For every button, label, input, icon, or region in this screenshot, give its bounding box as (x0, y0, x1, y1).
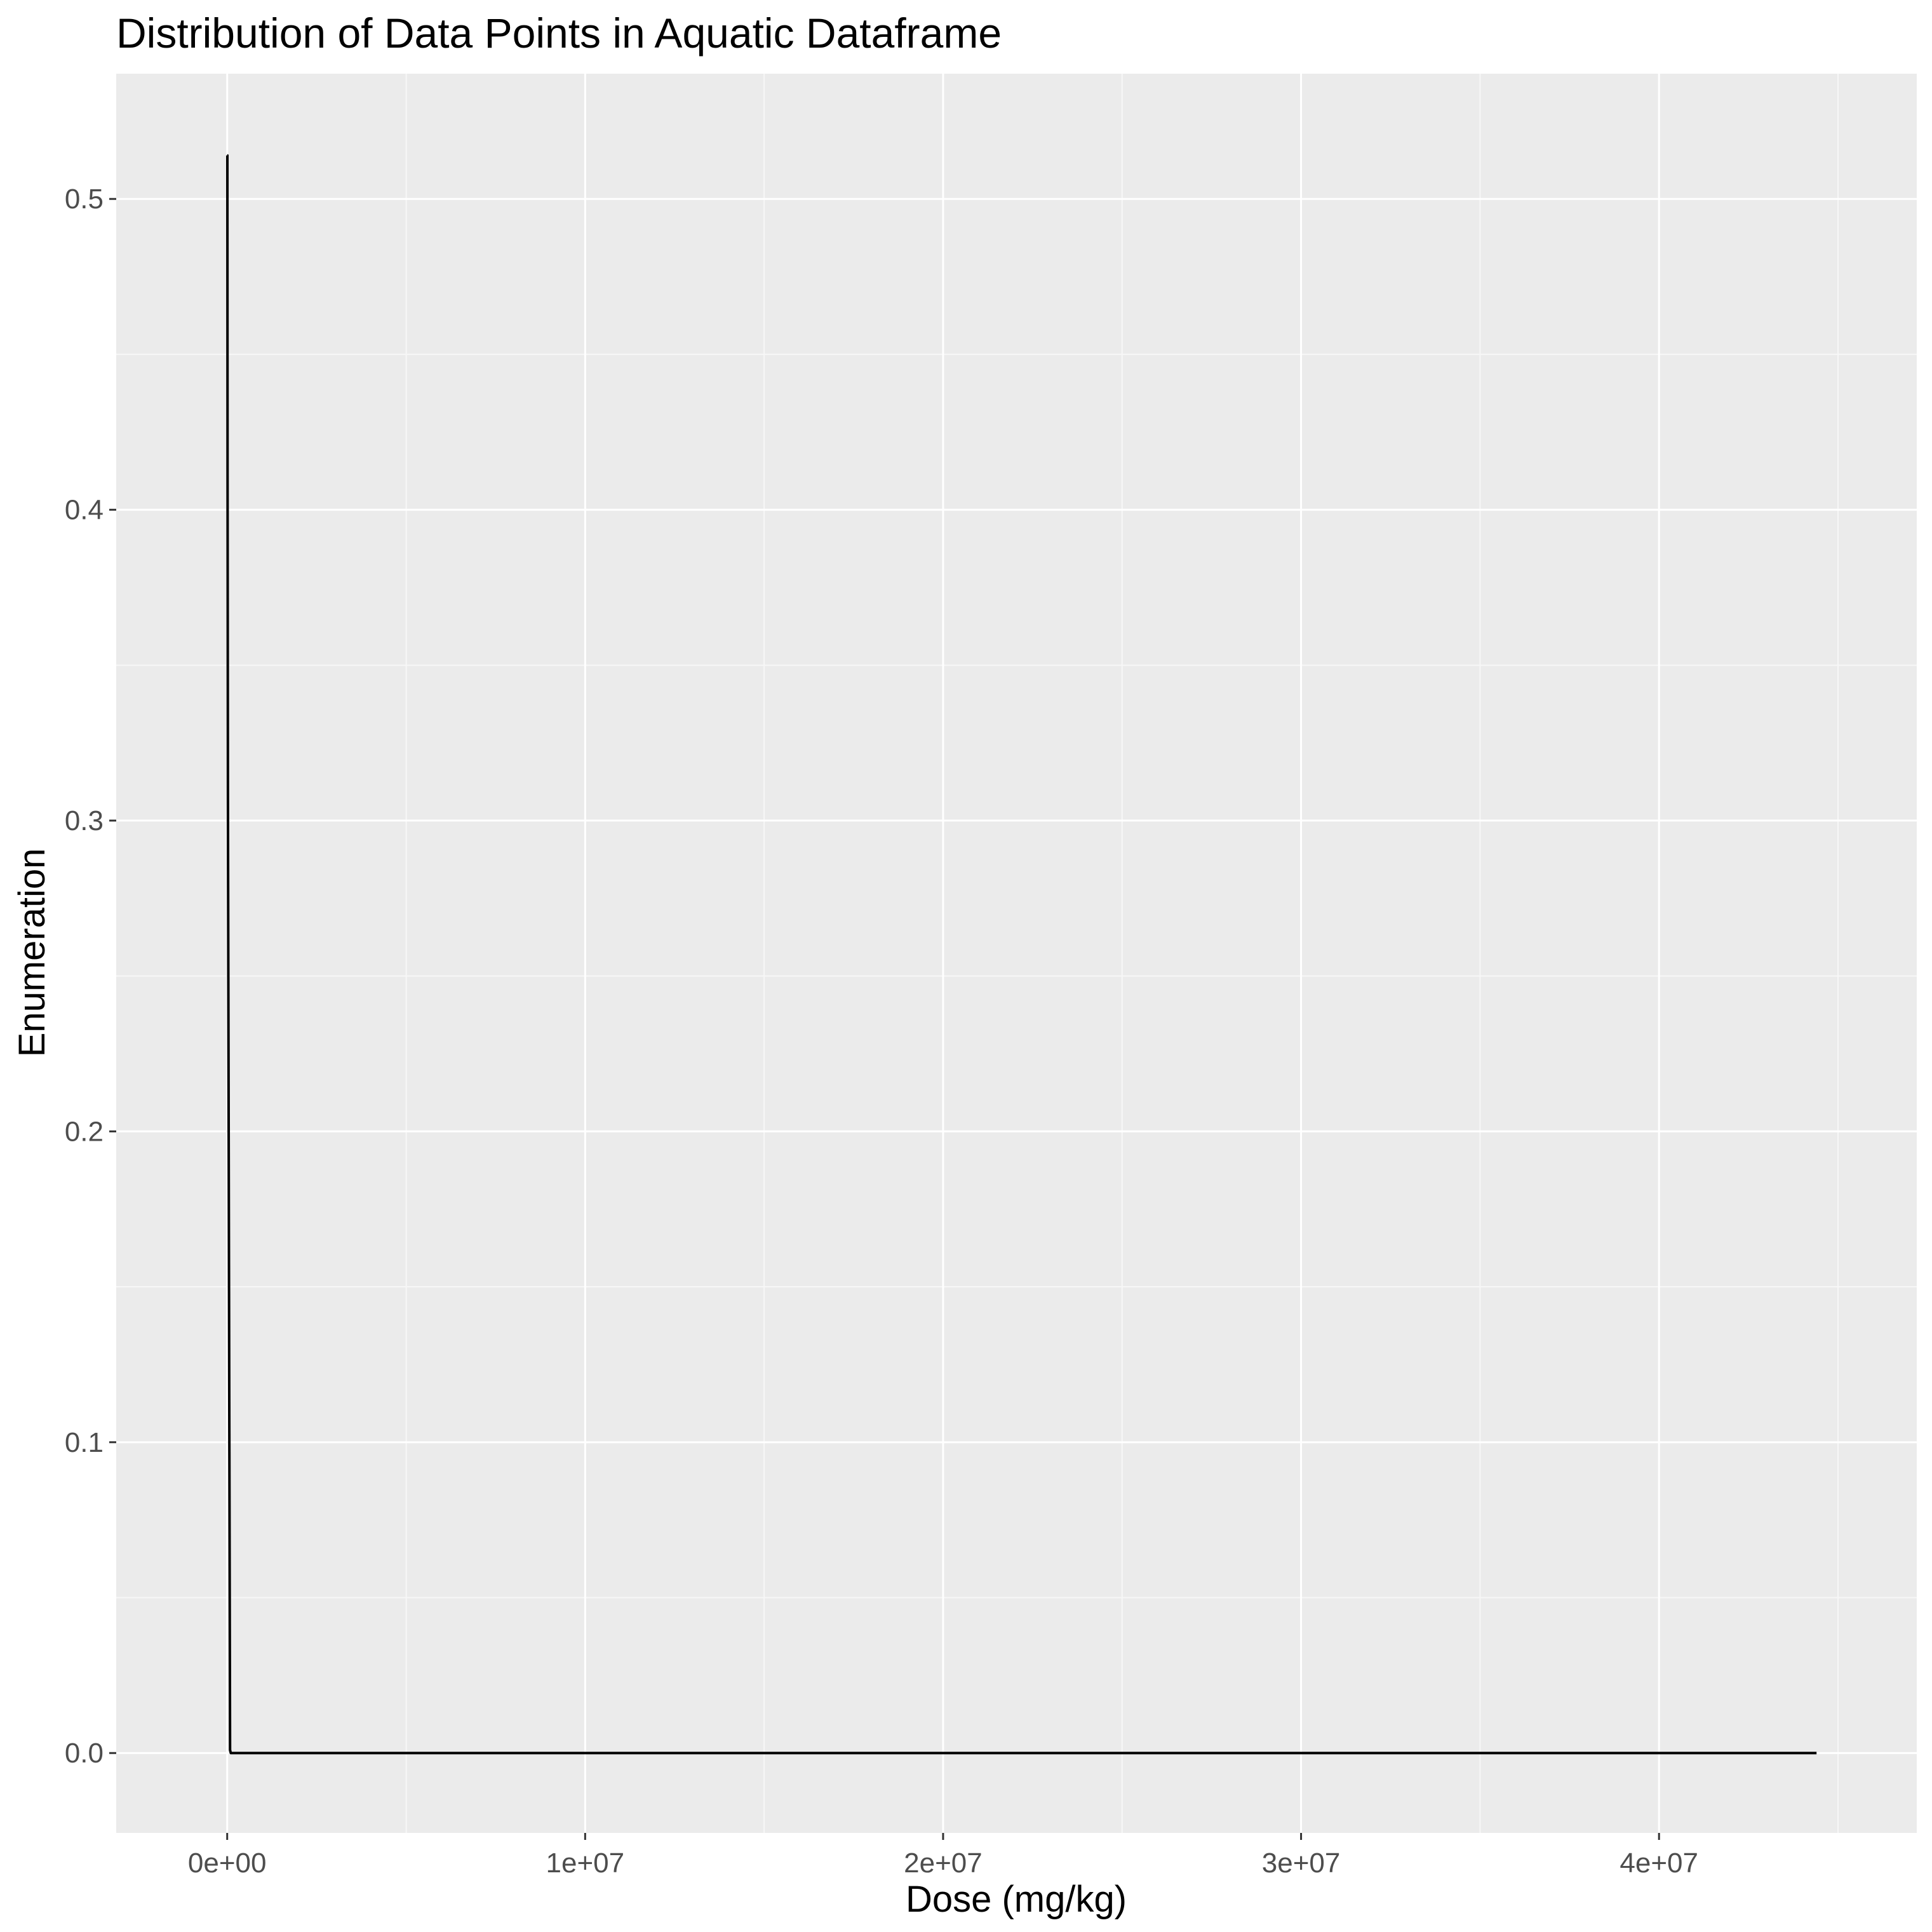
x-tick-label: 3e+07 (1262, 1848, 1341, 1879)
y-tick-label: 0.5 (65, 184, 104, 215)
y-tick-label: 0.4 (65, 495, 104, 526)
chart-title: Distribution of Data Points in Aquatic D… (116, 10, 1002, 57)
x-axis-ticks: 0e+00 1e+07 2e+07 3e+07 4e+07 (188, 1833, 1698, 1879)
x-tick-label: 1e+07 (546, 1848, 625, 1879)
x-axis-label: Dose (mg/kg) (906, 1879, 1127, 1920)
y-tick-label: 0.1 (65, 1427, 104, 1458)
y-tick-label: 0.2 (65, 1116, 104, 1147)
plot-panel (116, 74, 1917, 1833)
y-axis-label: Enumeration (11, 849, 53, 1057)
minor-gridlines (116, 74, 1917, 1833)
series-line (226, 154, 1817, 1755)
x-tick-label: 0e+00 (188, 1848, 267, 1879)
x-tick-label: 4e+07 (1620, 1848, 1698, 1879)
y-axis-ticks: 0.0 0.1 0.2 0.3 0.4 0.5 (65, 184, 116, 1769)
y-tick-label: 0.0 (65, 1738, 104, 1769)
y-tick-label: 0.3 (65, 805, 104, 836)
x-tick-label: 2e+07 (904, 1848, 983, 1879)
